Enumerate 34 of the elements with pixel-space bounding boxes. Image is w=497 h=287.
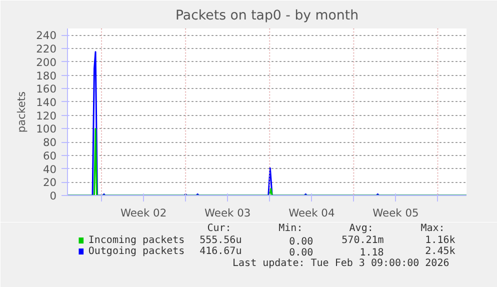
legend-label: Incoming packets <box>88 235 185 246</box>
y-tick-label: 220 <box>36 42 57 56</box>
y-tick-label: 0 <box>50 190 57 202</box>
text: Min: <box>278 223 303 234</box>
legend-label: Outgoing packets <box>88 246 185 257</box>
x-tick-label: Week 05 <box>372 206 419 220</box>
text: Max: <box>420 223 445 234</box>
text: 416.67u <box>200 246 242 257</box>
chart-title: Packets on tap0 - by month <box>175 8 359 24</box>
y-tick-label: 180 <box>36 69 57 82</box>
text: 1.16k <box>425 235 456 246</box>
y-tick-label: 20 <box>42 176 57 190</box>
text: Cur: <box>207 223 232 234</box>
y-tick-label: 160 <box>36 82 57 96</box>
y-tick-label: 80 <box>42 136 57 150</box>
text: 0.00 <box>289 236 314 248</box>
text: Avg: <box>349 223 374 234</box>
text: 570.21m <box>342 235 384 246</box>
x-tick-label: Week 02 <box>120 206 167 220</box>
y-tick-label: 100 <box>36 122 57 136</box>
y-tick-label: 240 <box>36 29 57 42</box>
y-tick-label: 120 <box>36 109 57 122</box>
text: 1.18 <box>360 248 384 258</box>
y-axis-title: packets <box>15 90 28 133</box>
text: 555.56u <box>200 235 242 246</box>
y-tick-label: 200 <box>36 56 57 69</box>
x-tick-label: Week 03 <box>204 206 251 220</box>
y-tick-label: 60 <box>42 149 57 162</box>
text: Last update: Tue Feb 3 09:00:00 2026 <box>232 258 450 269</box>
text: 0.00 <box>289 248 314 258</box>
y-tick-label: 40 <box>42 162 57 176</box>
x-tick-label: Week 04 <box>288 206 335 220</box>
y-tick-label: 140 <box>36 96 57 109</box>
text: 2.45k <box>425 246 456 257</box>
